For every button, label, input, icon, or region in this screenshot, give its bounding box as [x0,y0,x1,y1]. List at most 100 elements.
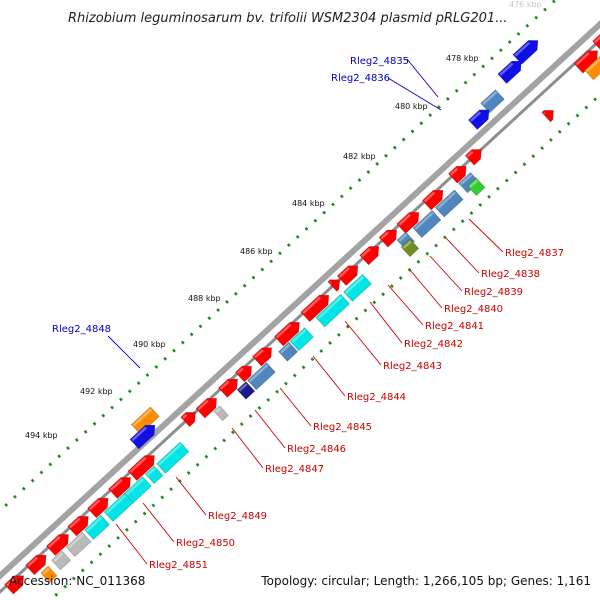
gene-label[interactable]: Rleg2_4838 [481,269,540,280]
gene-label[interactable]: Rleg2_4848 [52,324,111,335]
gene-glyph [289,327,314,352]
gene-glyph [87,497,109,519]
gene-glyph [218,378,238,398]
gene-glyph [103,492,134,522]
gene-glyph [400,238,420,258]
gene-label[interactable]: Rleg2_4850 [176,538,235,549]
gene-highlight [338,267,350,278]
gene-glyph [497,60,522,84]
gene-highlight [344,275,365,294]
label-leader-line [409,269,443,309]
gene-glyph [412,210,442,239]
gene-glyph [448,165,467,184]
gene-glyph [300,294,330,323]
gene-highlight [146,467,156,477]
gene-label[interactable]: Rleg2_4836 [331,73,390,84]
gene-glyph [359,246,380,266]
backbone-outer [0,20,600,580]
gene-glyph [213,405,229,422]
gene-highlight [109,478,123,491]
gene-highlight [236,367,244,375]
gene-glyph [468,109,490,130]
label-leader-line [115,523,148,565]
gene-glyph [156,441,190,474]
gene-glyph [343,273,372,302]
label-leader-line [312,355,346,397]
map-title: Rhizobium leguminosarum bv. trifolii WSM… [68,11,508,26]
gene-highlight [124,478,145,497]
gene-highlight [586,57,600,73]
gene-label[interactable]: Rleg2_4849 [208,511,267,522]
kbp-label: 492 kbp [80,387,113,396]
gene-glyph [480,89,505,114]
gene-label[interactable]: Rleg2_4839 [464,287,523,298]
gene-glyph [252,347,273,367]
label-leader-line [429,255,463,292]
gene-label[interactable]: Rleg2_4842 [404,339,463,350]
gene-highlight [105,494,127,514]
gene-glyph [512,40,539,65]
gene-highlight [380,231,389,240]
gene-glyph [315,293,351,328]
label-leader-line [175,476,207,516]
label-leader-line [468,218,504,253]
label-leader-line [344,320,382,366]
gene-glyph [4,575,25,595]
gene-glyph [247,362,276,391]
gene-highlight [131,426,148,442]
gene-label[interactable]: Rleg2_4843 [383,361,442,372]
kbp-label: 488 kbp [188,294,221,303]
gene-label[interactable]: Rleg2_4841 [425,321,484,332]
gene-glyph [108,477,131,499]
gene-label[interactable]: Rleg2_4844 [347,392,406,403]
gene-glyph [129,424,156,450]
gene-glyph [467,177,486,197]
gene-highlight [468,179,478,189]
gene-highlight [129,456,147,473]
kbp-label: 494 kbp [25,431,58,440]
gene-glyph [25,554,47,576]
gene-highlight [436,191,457,210]
label-leader-line [445,237,480,274]
gene-label[interactable]: Rleg2_4840 [444,304,503,315]
gene-highlight [47,535,61,548]
gene-glyph [336,265,359,286]
gene-label[interactable]: Rleg2_4847 [265,464,324,475]
gene-glyph [51,550,72,571]
gene-highlight [317,295,343,320]
gene-highlight [414,211,434,230]
gene-highlight [275,323,292,339]
gene-highlight [329,281,332,284]
gene-highlight [575,52,590,66]
label-leader-line [387,284,424,326]
label-leader-line [142,502,175,543]
gene-highlight [449,167,459,176]
gene-highlight [482,91,498,106]
gene-label[interactable]: Rleg2_4837 [505,248,564,259]
kbp-label: 476 kbp [509,0,542,9]
gene-highlight [197,399,209,411]
gene-glyph [434,189,464,218]
gene-highlight [398,233,408,242]
gene-glyph [65,531,92,558]
gene-highlight [291,329,307,344]
label-leader-line [107,335,141,369]
gene-highlight [302,296,321,315]
kbp-label: 482 kbp [343,152,376,161]
gene-highlight [53,552,64,563]
gene-glyph [573,50,598,74]
label-leader-line [387,77,442,111]
gene-label[interactable]: Rleg2_4851 [149,560,208,571]
gene-label[interactable]: Rleg2_4846 [287,444,346,455]
kbp-label: 478 kbp [446,54,479,63]
gene-label[interactable]: Rleg2_4835 [350,56,409,67]
gene-highlight [69,517,81,529]
gene-highlight [279,343,291,354]
gene-glyph [195,398,217,419]
gene-highlight [398,213,411,226]
gene-label[interactable]: Rleg2_4845 [313,422,372,433]
gene-glyph [327,279,341,292]
gene-highlight [361,247,371,258]
kbp-label: 486 kbp [240,247,273,256]
gene-glyph [584,55,600,81]
